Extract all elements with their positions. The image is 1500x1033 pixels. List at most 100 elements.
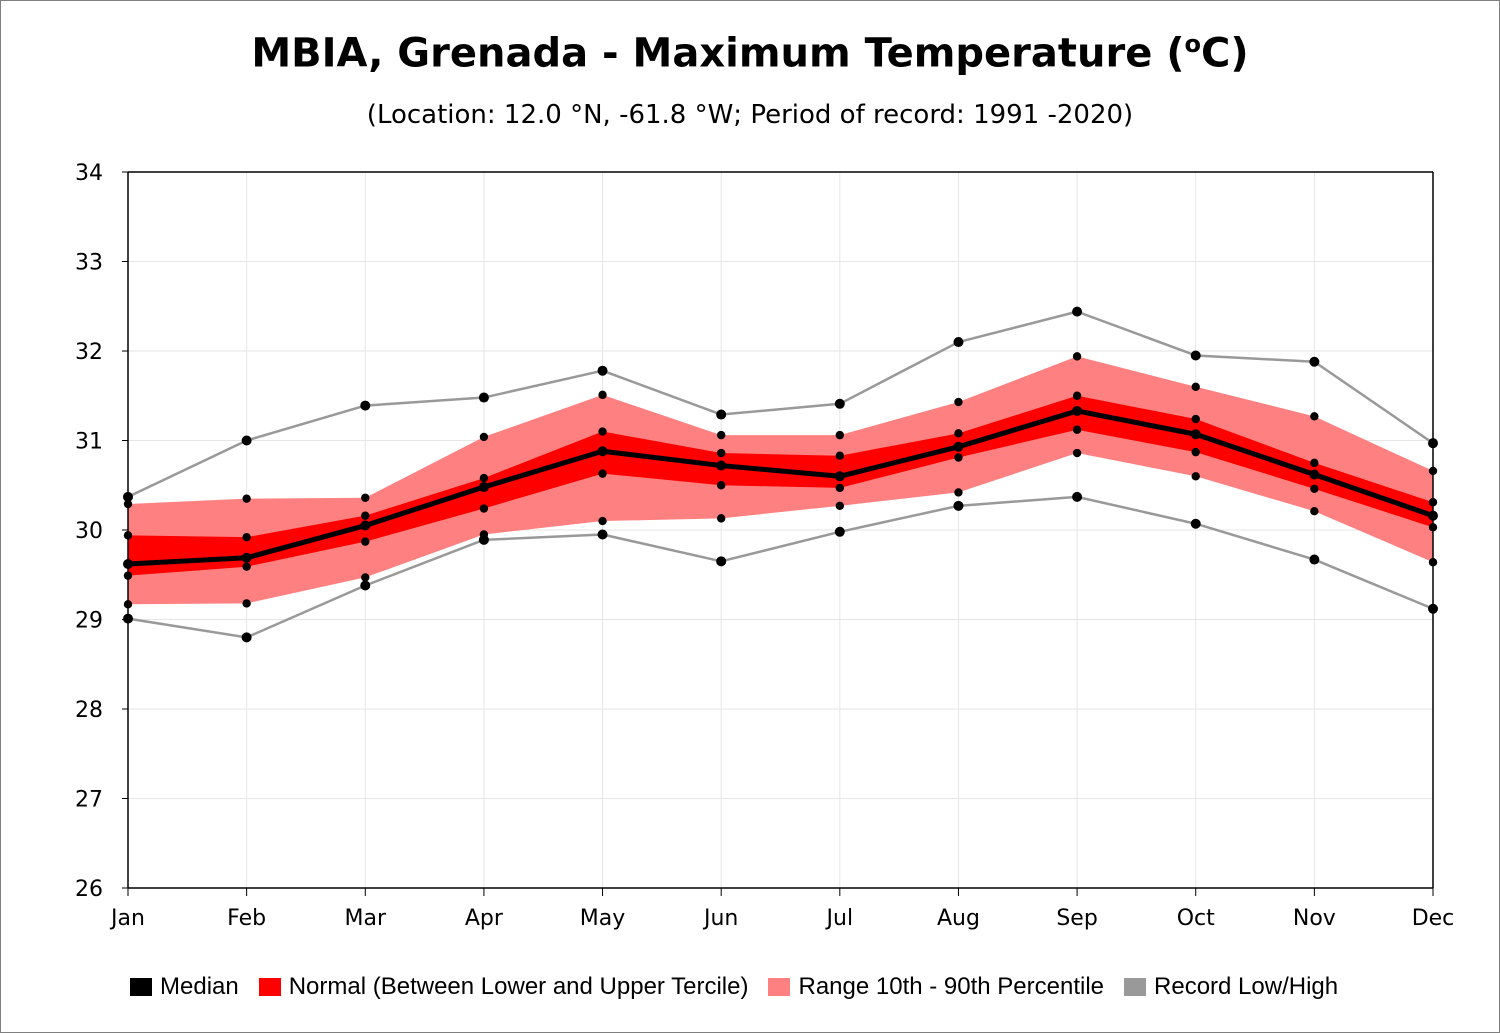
record-high-line [127,310,1434,499]
legend-label-median: Median [160,973,239,1000]
x-tick-label: Dec [1412,906,1455,931]
title-degree-superscript: o [1184,30,1202,58]
point-upper-tercile [1310,458,1319,468]
point-lower-tercile [361,537,370,546]
point-record-low [241,632,252,643]
point-p90 [1310,412,1319,421]
point-lower-tercile [1191,447,1200,457]
legend-item-record: Record Low/High [1124,973,1338,1001]
point-median [478,482,489,493]
y-tick-label: 34 [75,161,103,186]
point-record-high [478,392,489,403]
point-upper-tercile [954,429,963,438]
y-tick-label: 32 [75,340,103,365]
plot-area: 26 27 28 29 30 31 32 33 34 Jan Feb Mar Apr May Jun Jul A… [75,161,1455,931]
point-record-low [953,500,964,511]
point-p10 [598,516,607,526]
point-p10 [361,573,370,582]
point-median [1190,429,1201,440]
point-record-low [1309,554,1320,565]
point-p10 [1191,472,1200,481]
point-upper-tercile [479,473,489,483]
median-line [127,408,1434,567]
point-p90 [242,494,251,503]
point-p10 [954,488,963,497]
x-tick-label: Jun [702,906,738,931]
point-lower-tercile [479,504,489,513]
point-lower-tercile [598,469,607,478]
legend-swatch-normal [258,978,281,996]
legend-swatch-range [768,978,791,996]
point-record-high [953,337,964,348]
point-p10 [1310,507,1319,516]
point-record-low [597,529,608,540]
point-record-high [597,365,608,376]
y-tick-label: 27 [75,788,103,813]
point-p90 [1072,352,1082,361]
point-record-low [834,526,845,537]
point-p90 [716,430,726,440]
legend-item-range: Range 10th - 90th Percentile [768,973,1104,1001]
point-lower-tercile [1310,484,1319,494]
x-tick-label: May [580,906,625,931]
point-upper-tercile [361,511,370,520]
point-lower-tercile [954,453,963,462]
title-unit: C) [1201,30,1249,77]
y-tick-label: 28 [75,698,103,723]
chart-title: MBIA, Grenada - Maximum Temperature (oC) [0,30,1500,76]
point-record-low [716,556,727,567]
legend-swatch-median [130,978,152,996]
legend-label-normal: Normal (Between Lower and Upper Tercile) [288,973,749,1000]
y-tick-label: 31 [75,430,103,455]
point-upper-tercile [242,532,251,542]
point-p10 [1072,448,1082,458]
legend-label-record: Record Low/High [1154,973,1339,1000]
normal-tercile-band [128,395,1433,576]
point-p10 [242,599,251,608]
x-tick-label: Jul [825,906,854,931]
point-lower-tercile [716,481,726,490]
point-p10 [479,530,489,539]
x-tick-label: Nov [1293,906,1336,931]
x-tick-label: Mar [345,906,387,931]
point-median [360,520,371,531]
x-tick-label: Jan [109,906,145,931]
point-upper-tercile [716,448,726,458]
point-p10 [835,501,845,511]
point-p90 [954,397,963,407]
point-p90 [835,430,845,440]
point-p10 [716,514,726,523]
x-tick-label: Apr [465,906,504,931]
point-record-low [1072,491,1083,502]
x-tick-label: Aug [937,906,980,931]
legend-label-range: Range 10th - 90th Percentile [798,973,1105,1000]
point-record-high [360,400,371,411]
point-median [716,460,727,471]
y-tick-label: 26 [75,877,103,902]
legend-item-median: Median [130,973,239,1001]
point-median [597,446,608,457]
record-low-line [127,495,1434,639]
point-p90 [479,432,489,442]
legend-item-normal: Normal (Between Lower and Upper Tercile) [258,973,749,1001]
point-median [241,552,252,563]
point-lower-tercile [835,483,845,493]
point-record-low [360,580,371,591]
point-record-high [1309,356,1320,367]
point-record-high [716,409,727,420]
y-tick-label: 29 [75,609,103,634]
point-record-low [1190,518,1201,529]
point-upper-tercile [1072,391,1082,400]
point-p90 [598,390,607,400]
point-median [1309,469,1320,480]
legend: Median Normal (Between Lower and Upper T… [130,970,1450,1004]
point-lower-tercile [242,562,251,571]
point-record-high [834,398,845,409]
point-record-high [1072,306,1083,317]
point-upper-tercile [598,427,607,436]
point-p90 [361,493,370,502]
point-p90 [1191,382,1200,391]
point-upper-tercile [1191,414,1200,424]
legend-swatch-record [1124,978,1147,996]
point-record-high [241,435,252,446]
